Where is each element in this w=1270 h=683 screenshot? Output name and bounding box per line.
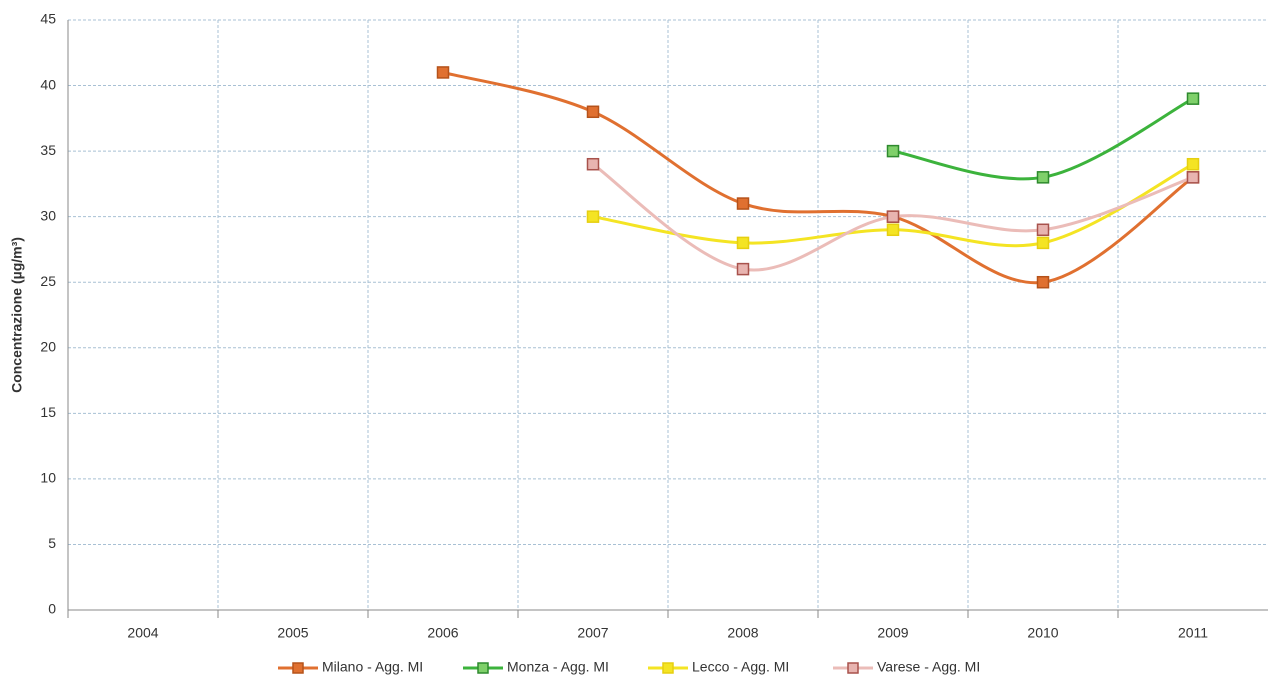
x-tick-label: 2011 (1178, 625, 1208, 641)
y-tick-label: 0 (48, 601, 56, 617)
legend-label: Milano - Agg. MI (322, 659, 423, 675)
marker (1036, 223, 1050, 237)
y-tick-label: 40 (40, 76, 56, 92)
y-axis-label: Concentrazione (µg/m³) (9, 237, 25, 393)
x-tick-label: 2010 (1027, 625, 1058, 641)
y-tick-label: 15 (40, 404, 56, 420)
marker (736, 262, 750, 276)
y-tick-label: 45 (40, 11, 56, 27)
marker (586, 105, 600, 119)
x-tick-label: 2004 (127, 625, 158, 641)
marker (736, 197, 750, 210)
marker (1036, 236, 1050, 250)
marker (886, 210, 900, 223)
y-tick-label: 20 (40, 338, 56, 354)
x-tick-label: 2006 (427, 625, 458, 641)
marker (586, 210, 600, 223)
legend-marker (662, 662, 674, 674)
y-tick-label: 10 (40, 470, 56, 486)
marker (586, 157, 600, 171)
marker (1186, 157, 1200, 171)
x-tick-label: 2007 (577, 625, 608, 641)
marker (886, 223, 900, 237)
legend-marker (847, 662, 859, 674)
y-tick-label: 25 (40, 273, 56, 289)
marker (886, 144, 900, 158)
marker (436, 66, 450, 79)
y-tick-label: 5 (48, 535, 56, 551)
series-line (442, 70, 1194, 285)
x-tick-label: 2009 (877, 625, 908, 641)
y-tick-label: 35 (40, 142, 56, 158)
legend-label: Varese - Agg. MI (877, 659, 980, 675)
marker (1186, 92, 1200, 105)
marker (1036, 275, 1050, 289)
legend-marker (477, 662, 489, 674)
x-tick-label: 2008 (727, 625, 758, 641)
legend-label: Lecco - Agg. MI (692, 659, 789, 675)
legend-label: Monza - Agg. MI (507, 659, 609, 675)
marker (736, 236, 750, 250)
marker (1186, 171, 1200, 184)
legend-marker (292, 662, 304, 674)
x-tick-label: 2005 (277, 625, 308, 641)
y-tick-label: 30 (40, 207, 56, 223)
series-line (892, 97, 1194, 181)
marker (1036, 171, 1050, 184)
